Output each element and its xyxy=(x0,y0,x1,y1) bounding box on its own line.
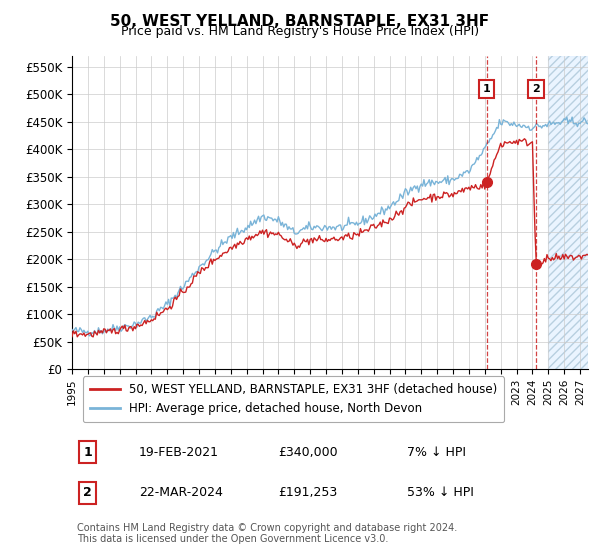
Text: 22-MAR-2024: 22-MAR-2024 xyxy=(139,486,223,499)
Text: Contains HM Land Registry data © Crown copyright and database right 2024.
This d: Contains HM Land Registry data © Crown c… xyxy=(77,523,457,544)
Text: 53% ↓ HPI: 53% ↓ HPI xyxy=(407,486,474,499)
Text: £340,000: £340,000 xyxy=(278,446,338,459)
Text: 50, WEST YELLAND, BARNSTAPLE, EX31 3HF: 50, WEST YELLAND, BARNSTAPLE, EX31 3HF xyxy=(110,14,490,29)
Text: 1: 1 xyxy=(483,84,491,94)
Text: £191,253: £191,253 xyxy=(278,486,338,499)
Text: 7% ↓ HPI: 7% ↓ HPI xyxy=(407,446,466,459)
Text: 19-FEB-2021: 19-FEB-2021 xyxy=(139,446,219,459)
Text: 1: 1 xyxy=(83,446,92,459)
Bar xyxy=(548,56,588,369)
Bar xyxy=(548,56,588,369)
Text: 2: 2 xyxy=(83,486,92,499)
Text: 2: 2 xyxy=(532,84,540,94)
Text: Price paid vs. HM Land Registry's House Price Index (HPI): Price paid vs. HM Land Registry's House … xyxy=(121,25,479,38)
Legend: 50, WEST YELLAND, BARNSTAPLE, EX31 3HF (detached house), HPI: Average price, det: 50, WEST YELLAND, BARNSTAPLE, EX31 3HF (… xyxy=(83,376,505,422)
